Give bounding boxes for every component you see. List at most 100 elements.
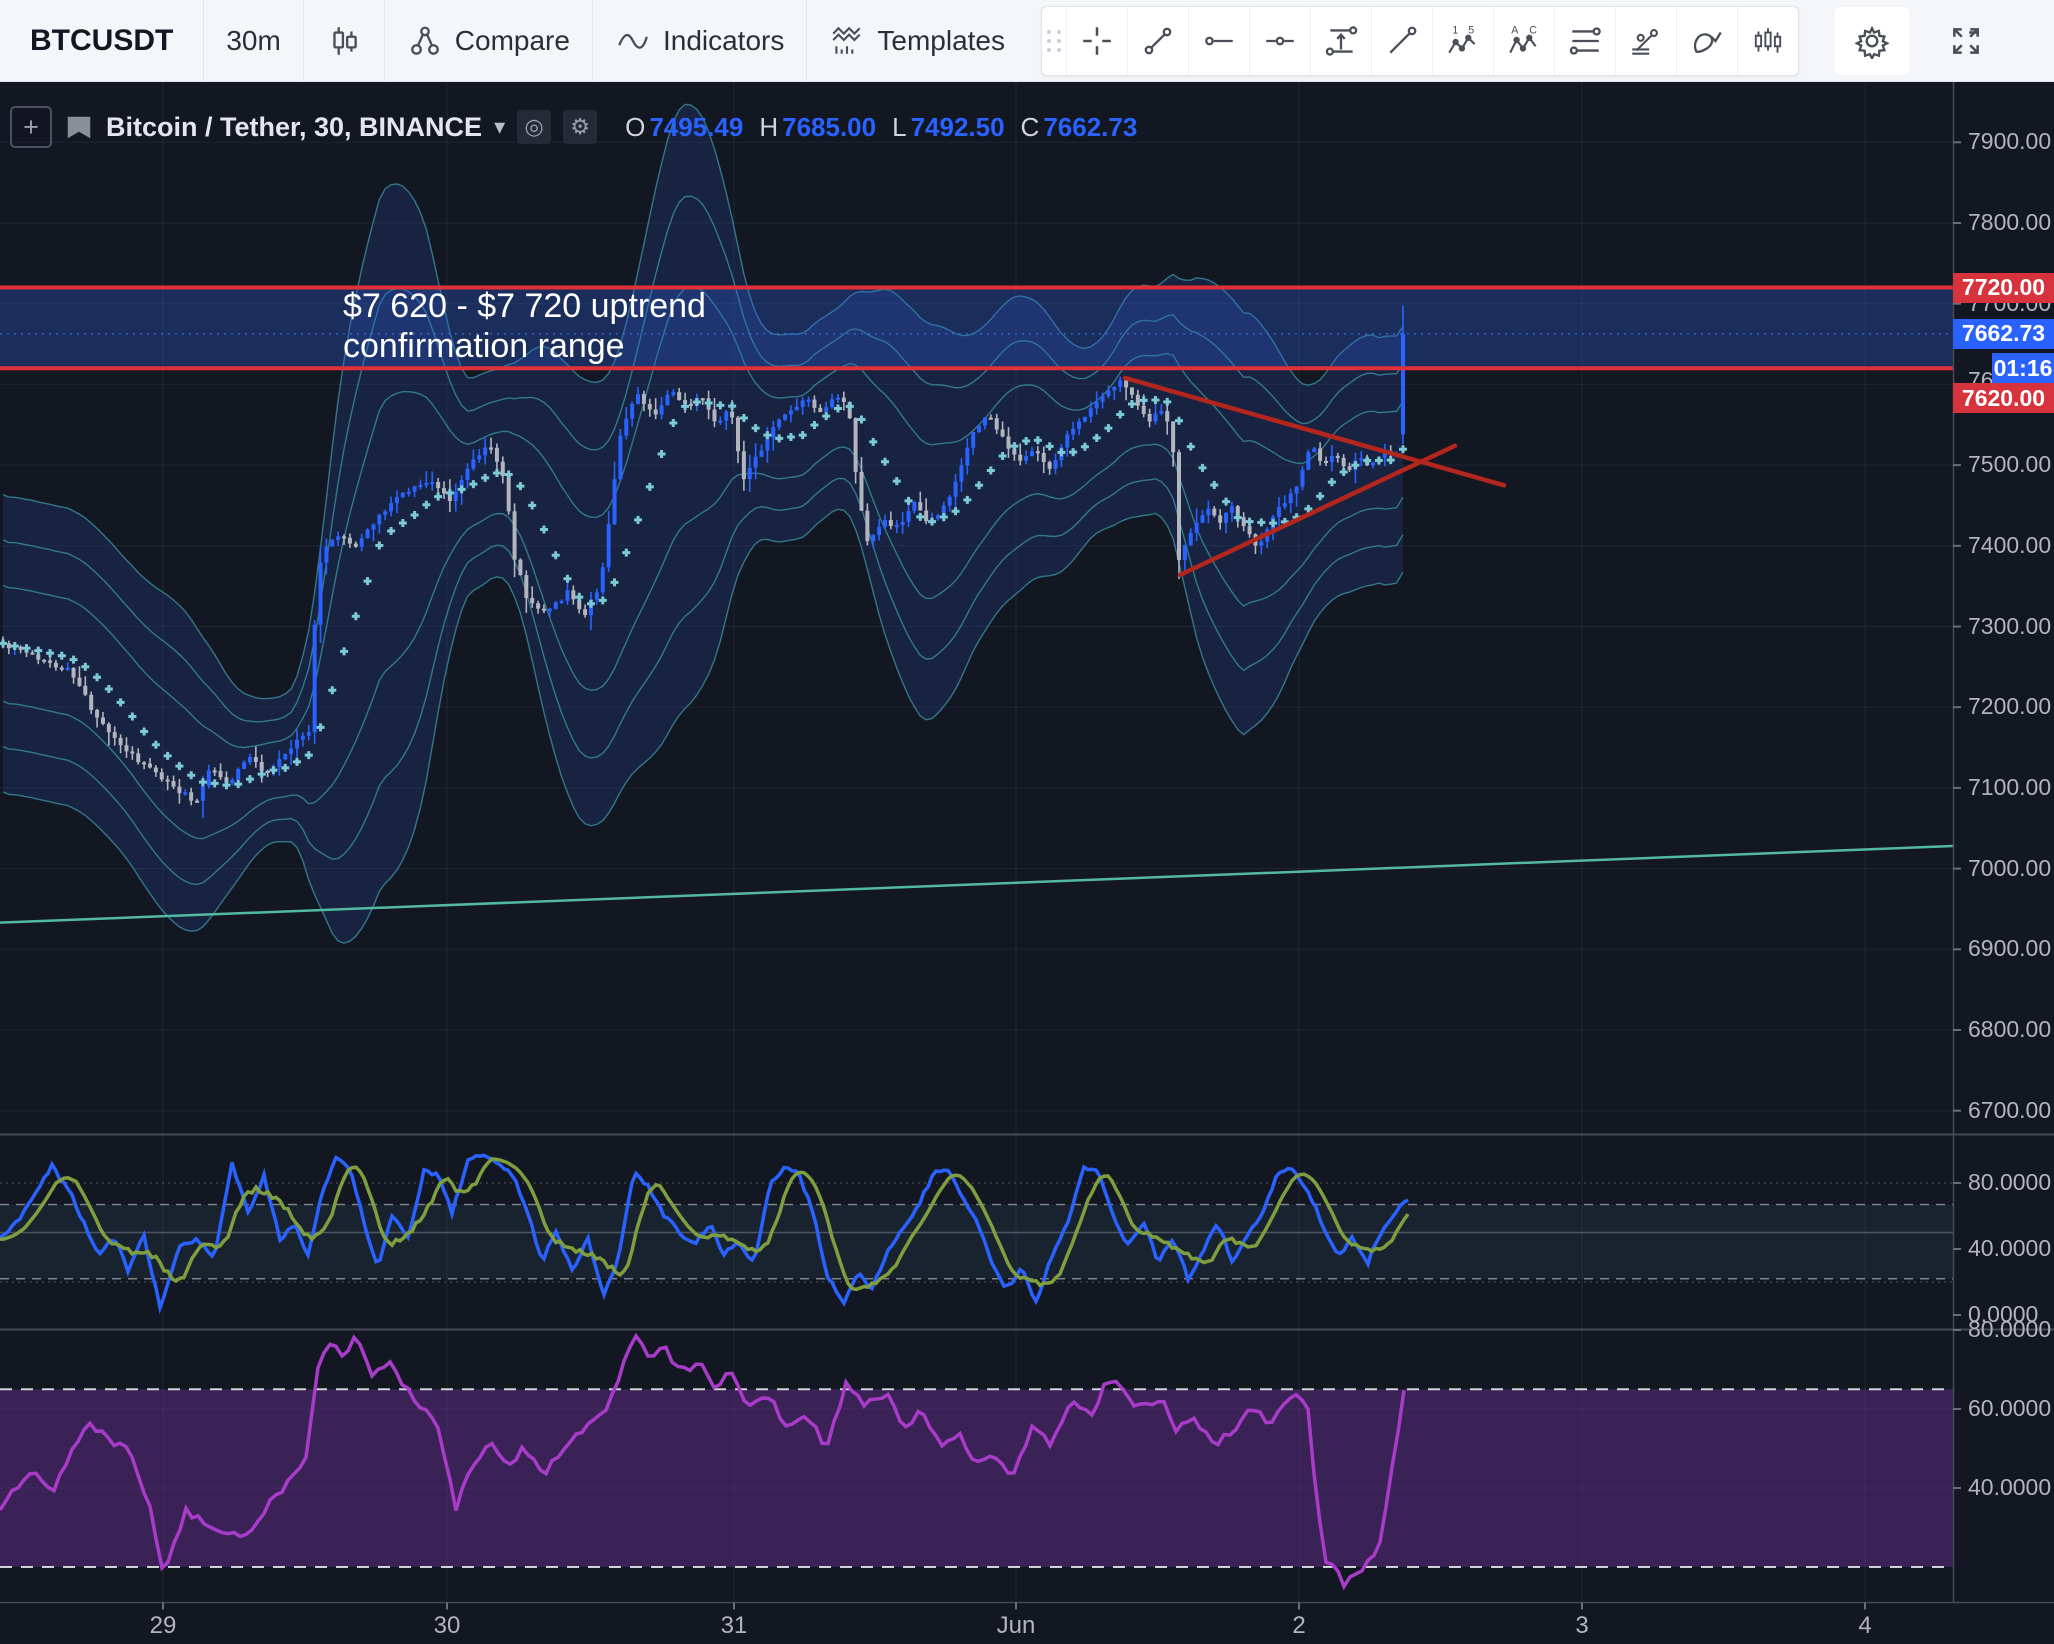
crosshair-icon (1083, 26, 1111, 55)
moving-average-dotted (0, 396, 1407, 790)
price-tick-label: 7300.00 (1968, 612, 2052, 639)
close-value: 7662.73 (1043, 111, 1138, 142)
tool-horizontal-line[interactable] (1189, 6, 1250, 75)
resistance-price-badge: 7720.00 (1953, 272, 2054, 303)
high-value: 7685.00 (782, 111, 877, 142)
low-value: 7492.50 (910, 111, 1005, 142)
stochastic-pane (0, 1153, 1953, 1315)
gridlines (0, 82, 1953, 1603)
stoch-tick-label: 80.0000 (1968, 1169, 2052, 1195)
candle-pattern-icon (1754, 27, 1782, 53)
tool-trend-line[interactable] (1128, 6, 1189, 75)
templates-icon (832, 26, 861, 54)
chevron-down-icon[interactable]: ▾ (494, 114, 506, 139)
candles-layer (1, 305, 1405, 819)
price-tick-label: 7900.00 (1968, 128, 2052, 155)
bar-countdown-badge: 01:16 (1992, 353, 2054, 383)
confirmation-zone[interactable] (0, 287, 1953, 369)
chart-style-button[interactable] (304, 0, 384, 81)
horizontal-line-icon (1205, 36, 1233, 45)
symbol-button[interactable]: BTCUSDT (30, 23, 174, 57)
svg-text:C: C (1529, 24, 1537, 36)
drawing-tools-panel: 1 5 A C (1041, 5, 1799, 76)
toolbar-separator (203, 0, 205, 81)
tool-brush[interactable] (1677, 6, 1738, 75)
indicators-icon (618, 33, 648, 49)
long-term-trendline[interactable] (0, 844, 1954, 924)
time-tick-label: 4 (1858, 1612, 1872, 1639)
horizontal-ray-icon (1266, 36, 1294, 45)
panel-drag-handle[interactable] (1042, 6, 1067, 75)
svg-text:5: 5 (1468, 24, 1474, 36)
projection-icon (1325, 25, 1358, 56)
time-tick-label: Jun (996, 1612, 1036, 1639)
price-tick-label: 7200.00 (1968, 693, 2052, 720)
flag-marker-icon[interactable] (64, 112, 94, 142)
svg-text:1: 1 (1452, 24, 1458, 36)
stoch-d-line (0, 1157, 1410, 1292)
price-tick-label: 6700.00 (1968, 1096, 2052, 1123)
support-price-badge: 7620.00 (1953, 383, 2054, 413)
envelope-bands (2, 103, 1404, 944)
brush-icon (1693, 31, 1722, 53)
candlestick-style-icon (333, 26, 357, 55)
templates-label: Templates (877, 24, 1005, 56)
price-tick-label: 6800.00 (1968, 1016, 2052, 1042)
open-label: O (625, 111, 646, 142)
high-label: H (759, 111, 779, 142)
time-tick-label: 30 (433, 1612, 461, 1639)
series-settings-button[interactable]: ⚙ (563, 110, 598, 144)
tool-crosshair[interactable] (1067, 6, 1128, 75)
price-tick-label: 7500.00 (1968, 451, 2052, 478)
stoch-tick-label: 0.0000 (1968, 1301, 2039, 1327)
settings-button[interactable] (1835, 6, 1909, 75)
indicators-label: Indicators (662, 24, 785, 56)
svg-text:A: A (1511, 24, 1519, 36)
purple-oscillator-pane (0, 1329, 1953, 1591)
add-symbol-button[interactable]: + (10, 106, 52, 148)
tool-horizontal-ray[interactable] (1250, 6, 1311, 75)
stoch-k-line (0, 1153, 1409, 1315)
tool-abc-pattern[interactable]: A C (1494, 6, 1555, 75)
toolbar-separator (383, 0, 385, 81)
low-label: L (892, 111, 907, 142)
toolbar-separator (302, 0, 304, 81)
open-value: 7495.49 (649, 111, 744, 142)
tool-elliott-wave[interactable]: 1 5 (1433, 6, 1494, 75)
annotation-line1: $7 620 - $7 720 uptrend (343, 287, 706, 325)
triangle-trendline-2[interactable] (1177, 443, 1458, 578)
info-line-icon (1389, 26, 1417, 53)
fullscreen-button[interactable] (1929, 7, 2003, 75)
time-tick-label: 29 (149, 1612, 177, 1639)
price-tick-label: 7000.00 (1968, 854, 2052, 881)
current-price-badge: 7662.73 (1953, 318, 2054, 349)
compare-button[interactable]: Compare (385, 0, 592, 81)
ohlc-readout: O 7495.49 H 7685.00 L 7492.50 C 7662.73 (625, 112, 1137, 143)
purple-tick-label: 60.0000 (1968, 1395, 2052, 1421)
indicators-button[interactable]: Indicators (593, 0, 806, 81)
symbol-title[interactable]: Bitcoin / Tether, 30, BINANCE (106, 111, 483, 142)
tool-fib-retracement[interactable] (1555, 6, 1616, 75)
templates-button[interactable]: Templates (807, 0, 1027, 81)
zone-annotation-text[interactable]: $7 620 - $7 720 uptrend confirmation ran… (343, 286, 706, 366)
toolbar-separator (591, 0, 593, 81)
tool-pitchfork[interactable] (1616, 6, 1677, 75)
purple-osc-line (0, 1332, 1406, 1591)
price-tick-label: 6900.00 (1968, 935, 2052, 962)
abc-pattern-icon: A C (1509, 24, 1537, 53)
quick-compare-button[interactable]: ◎ (517, 110, 552, 144)
fib-retracement-icon (1569, 26, 1601, 55)
tool-candle-pattern[interactable] (1738, 7, 1798, 75)
close-label: C (1020, 111, 1040, 142)
tool-projection[interactable] (1311, 6, 1372, 75)
triangle-trendline-1[interactable] (1122, 375, 1507, 488)
annotation-line2: confirmation range (343, 327, 625, 365)
tool-info-line[interactable] (1372, 6, 1433, 75)
interval-button[interactable]: 30m (226, 24, 281, 56)
axis-ticks (162, 141, 1961, 1610)
top-toolbar: BTCUSDT 30m Compare Indicators Templates (0, 0, 2054, 82)
purple-tick-label: 80.0000 (1968, 1316, 2052, 1342)
toolbar-separator (806, 0, 808, 81)
